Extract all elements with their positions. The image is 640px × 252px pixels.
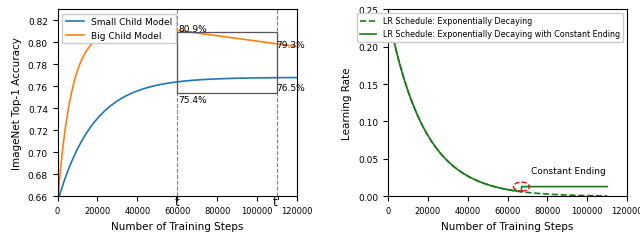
LR Schedule: Exponentially Decaying with Constant Ending: (2e+04, 0.0816): Exponentially Decaying with Constant End… — [424, 134, 431, 137]
Big Child Model — [163, 28, 171, 32]
LR Schedule: Exponentially Decaying: (8.21e+04, 0.00268): Exponentially Decaying: (8.21e+04, 0.002… — [548, 193, 556, 196]
LR Schedule: Exponentially Decaying with Constant Ending: (1.1e+05, 0.013): Exponentially Decaying with Constant End… — [604, 185, 611, 188]
X-axis label: Number of Training Steps: Number of Training Steps — [111, 221, 243, 231]
Legend: Small Child Model, Big Child Model: Small Child Model, Big Child Model — [62, 15, 176, 44]
Line: LR Schedule: Exponentially Decaying: LR Schedule: Exponentially Decaying — [388, 14, 607, 196]
LR Schedule: Exponentially Decaying with Constant Ending: (1, 0.245): Exponentially Decaying with Constant End… — [384, 12, 392, 15]
LR Schedule: Exponentially Decaying with Constant Ending: (9.05e+04, 0.013): Exponentially Decaying with Constant End… — [564, 185, 572, 188]
Big Child Model — [81, 53, 89, 56]
Text: 79.3%: 79.3% — [276, 40, 305, 49]
Big Child Model — [262, 42, 270, 45]
LR Schedule: Exponentially Decaying with Constant Ending: (4.2e+04, 0.0243): Exponentially Decaying with Constant End… — [468, 177, 476, 180]
LR Schedule: Exponentially Decaying: (7.15e+04, 0.00479): Exponentially Decaying: (7.15e+04, 0.004… — [527, 192, 534, 195]
Small Child Model — [293, 77, 301, 80]
LR Schedule: Exponentially Decaying: (4.2e+04, 0.0243): Exponentially Decaying: (4.2e+04, 0.0243… — [468, 177, 476, 180]
Small Child Model — [54, 201, 61, 204]
Big Child Model — [156, 28, 164, 32]
Small Child Model — [95, 116, 103, 119]
Text: t: t — [175, 196, 180, 208]
Big Child Model — [95, 37, 103, 40]
LR Schedule: Exponentially Decaying with Constant Ending: (6.7e+04, 0.00615): Exponentially Decaying with Constant End… — [518, 191, 525, 194]
X-axis label: Number of Training Steps: Number of Training Steps — [442, 221, 573, 231]
Small Child Model — [145, 86, 153, 89]
Text: t': t' — [273, 196, 281, 208]
LR Schedule: Exponentially Decaying: (1, 0.245): Exponentially Decaying: (1, 0.245) — [384, 12, 392, 15]
Big Child Model — [293, 46, 301, 49]
Line: Big Child Model: Big Child Model — [58, 30, 297, 202]
Big Child Model — [145, 28, 153, 32]
Line: Small Child Model: Small Child Model — [58, 78, 297, 202]
Small Child Model — [156, 84, 164, 87]
Text: 76.5%: 76.5% — [276, 83, 305, 92]
Text: Constant Ending: Constant Ending — [531, 167, 606, 175]
Line: LR Schedule: Exponentially Decaying with Constant Ending: LR Schedule: Exponentially Decaying with… — [388, 14, 607, 192]
LR Schedule: Exponentially Decaying: (1.1e+05, 0.000578): Exponentially Decaying: (1.1e+05, 0.0005… — [604, 195, 611, 198]
Small Child Model — [262, 77, 270, 80]
Legend: LR Schedule: Exponentially Decaying, LR Schedule: Exponentially Decaying with Co: LR Schedule: Exponentially Decaying, LR … — [357, 14, 623, 42]
LR Schedule: Exponentially Decaying: (2e+04, 0.0816): Exponentially Decaying: (2e+04, 0.0816) — [424, 134, 431, 137]
LR Schedule: Exponentially Decaying: (6.6e+04, 0.00651): Exponentially Decaying: (6.6e+04, 0.0065… — [516, 190, 524, 193]
Big Child Model — [289, 45, 296, 48]
Small Child Model — [81, 135, 89, 138]
LR Schedule: Exponentially Decaying with Constant Ending: (7.16e+04, 0.013): Exponentially Decaying with Constant End… — [527, 185, 534, 188]
Y-axis label: ImageNet Top-1 Accuracy: ImageNet Top-1 Accuracy — [12, 37, 22, 170]
LR Schedule: Exponentially Decaying with Constant Ending: (8.21e+04, 0.013): Exponentially Decaying with Constant End… — [548, 185, 556, 188]
LR Schedule: Exponentially Decaying with Constant Ending: (6.6e+04, 0.00651): Exponentially Decaying with Constant End… — [516, 190, 524, 193]
Y-axis label: Learning Rate: Learning Rate — [342, 67, 353, 139]
LR Schedule: Exponentially Decaying: (9.04e+04, 0.00169): Exponentially Decaying: (9.04e+04, 0.001… — [564, 194, 572, 197]
Text: 80.9%: 80.9% — [179, 25, 207, 34]
Small Child Model — [289, 77, 296, 80]
Big Child Model — [54, 201, 61, 204]
Text: 75.4%: 75.4% — [179, 95, 207, 104]
Bar — [177, 33, 277, 93]
